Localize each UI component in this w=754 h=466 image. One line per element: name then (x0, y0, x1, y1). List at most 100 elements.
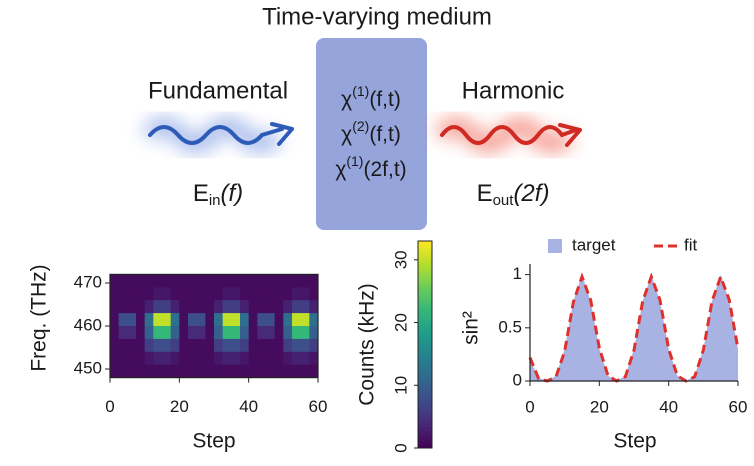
heat-cell (144, 287, 154, 301)
args: (f,t) (369, 88, 401, 111)
colorbar-segment (418, 385, 432, 390)
y-tick-label: 470 (74, 272, 102, 291)
medium-line: χ(2)(f,t) (341, 118, 401, 146)
heat-cell (188, 364, 198, 378)
heat-cell (118, 364, 128, 378)
heat-cell (257, 351, 267, 366)
heat-cell (248, 313, 258, 327)
heat-cell (118, 351, 128, 366)
heat-cell (196, 287, 206, 301)
heat-cell (266, 338, 276, 353)
medium-lines: χ(1)(f,t)χ(2)(f,t)χ(1)(2f,t) (335, 83, 406, 181)
heat-cell (240, 300, 250, 314)
x-tick-label: 40 (659, 397, 678, 416)
heat-cell (179, 287, 189, 301)
heat-cell (136, 287, 146, 301)
heat-cell (283, 351, 293, 366)
colorbar-segment (418, 341, 432, 345)
heat-cell (153, 313, 163, 327)
heat-cell (118, 287, 128, 301)
heat-cell (292, 364, 302, 378)
heat-cell (214, 364, 224, 378)
order: (2) (352, 118, 369, 134)
colorbar-segment (418, 344, 432, 349)
legend-label: target (572, 235, 616, 254)
symbol: χ (341, 123, 352, 146)
heat-cell (110, 274, 120, 288)
heat-cell (231, 313, 241, 327)
colorbar-segment (418, 441, 432, 446)
heat-cell (127, 274, 137, 288)
diagram-title: Time-varying medium (262, 3, 492, 30)
medium-box (316, 38, 427, 230)
heat-cell (283, 338, 293, 353)
heat-cell (153, 287, 163, 301)
colorbar-segment (418, 313, 432, 318)
colorbar-segment (418, 289, 432, 294)
fit-line (528, 272, 740, 383)
heat-cell (162, 326, 172, 340)
heat-cell (248, 338, 258, 353)
heat-cell (179, 338, 189, 353)
colorbar-segment (418, 278, 432, 283)
heat-cell (309, 313, 319, 327)
heat-cell (257, 274, 267, 288)
heat-cell (292, 351, 302, 366)
heat-cell (205, 300, 215, 314)
heat-cell (144, 274, 154, 288)
colorbar-segment (418, 444, 432, 449)
heat-cell (127, 313, 137, 327)
heat-cell (118, 338, 128, 353)
heat-cell (300, 313, 310, 327)
y-tick-label: 1 (513, 264, 522, 283)
colorbar-segment (418, 285, 432, 290)
colorbar-segment (418, 299, 432, 304)
heat-cell (196, 338, 206, 353)
colorbar-segment (418, 416, 432, 421)
x-tick-label: 20 (590, 397, 609, 416)
heat-cell (257, 326, 267, 340)
heat-cell (170, 326, 180, 340)
heat-cell (118, 300, 128, 314)
colorbar-segment (418, 323, 432, 328)
colorbar-segment (418, 379, 432, 383)
heat-cell (196, 351, 206, 366)
heat-cell (266, 274, 276, 288)
colorbar-segment (418, 351, 432, 356)
heat-cell (127, 287, 137, 301)
heat-cell (170, 274, 180, 288)
colorbar-segment (418, 392, 432, 397)
heat-cell (214, 338, 224, 353)
heat-cell (283, 300, 293, 314)
colorbar-segment (418, 334, 432, 339)
heat-cell (248, 364, 258, 378)
heat-cell (136, 300, 146, 314)
heat-cell (274, 300, 284, 314)
heat-cell (231, 300, 241, 314)
heat-cell (283, 313, 293, 327)
heat-cell (205, 364, 215, 378)
heat-cell (214, 287, 224, 301)
heat-cell (257, 313, 267, 327)
colorbar-segment (418, 254, 432, 259)
x-tick-label: 20 (170, 397, 189, 416)
heat-cell (292, 338, 302, 353)
colorbar-segment (418, 241, 432, 245)
heat-cell (153, 351, 163, 366)
heat-cell (309, 364, 319, 378)
heat-cell (205, 351, 215, 366)
medium-line: χ(1)(f,t) (341, 83, 401, 111)
heat-cell (196, 274, 206, 288)
heat-cell (248, 351, 258, 366)
colorbar-segment (418, 303, 432, 308)
colorbar-segment (418, 296, 432, 301)
colorbar-segment (418, 316, 432, 321)
heat-cell (214, 351, 224, 366)
output-label: Harmonic (462, 77, 565, 104)
order: (1) (352, 83, 369, 99)
heat-cell (162, 274, 172, 288)
heat-cell (222, 313, 232, 327)
colorbar-segment (418, 399, 432, 404)
heat-cell (127, 326, 137, 340)
x-axis-label: Step (192, 430, 235, 453)
